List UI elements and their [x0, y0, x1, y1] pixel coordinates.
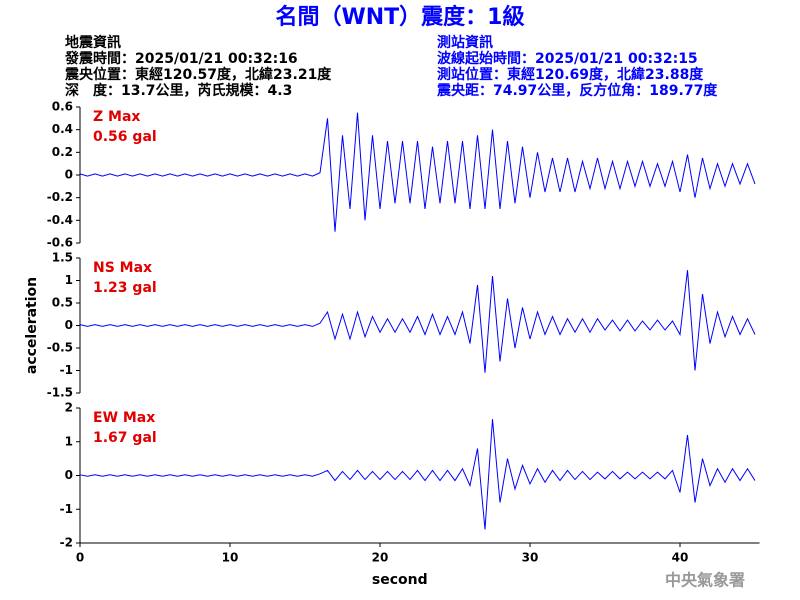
max-label: 1.23 gal — [93, 280, 157, 296]
y-tick-label: 1.5 — [52, 251, 73, 265]
chart-title: 名間（WNT）震度：1級 — [276, 4, 525, 30]
y-tick-label: -0.6 — [47, 236, 73, 250]
y-tick-label: 0.5 — [52, 296, 73, 310]
info-line: 測站位置：東經120.69度，北緯23.88度 — [437, 66, 704, 83]
y-axis-label: acceleration — [24, 277, 40, 374]
x-axis-label: second — [372, 572, 428, 588]
y-tick-label: 0.2 — [52, 145, 73, 159]
info-line: 測站資訊 — [437, 34, 493, 51]
x-tick-label: 20 — [372, 551, 389, 565]
info-line: 波線起始時間：2025/01/21 00:32:15 — [437, 50, 698, 67]
info-line: 震央距：74.97公里，反方位角：189.77度 — [436, 82, 718, 99]
max-label: Z Max — [93, 109, 140, 125]
y-tick-label: 0.6 — [52, 100, 73, 114]
y-tick-label: -0.4 — [47, 213, 73, 227]
max-label: NS Max — [93, 260, 152, 276]
y-tick-label: -2 — [60, 536, 73, 550]
info-line: 發震時間：2025/01/21 00:32:16 — [64, 50, 298, 67]
max-label: EW Max — [93, 410, 155, 426]
watermark: 中央氣象署 — [665, 571, 745, 590]
waveform — [79, 270, 756, 373]
x-tick-label: 30 — [522, 551, 539, 565]
max-label: 1.67 gal — [93, 430, 157, 446]
max-label: 0.56 gal — [93, 129, 157, 145]
y-tick-label: -0.5 — [47, 341, 73, 355]
x-tick-label: 40 — [672, 551, 689, 565]
x-tick-label: 0 — [76, 551, 84, 565]
info-line: 深 度：13.7公里，芮氏規模：4.3 — [65, 82, 292, 99]
y-tick-label: 0 — [65, 168, 73, 182]
y-tick-label: 0.4 — [52, 122, 73, 136]
x-tick-label: 10 — [222, 551, 239, 565]
waveform — [79, 419, 756, 530]
y-tick-label: 0 — [65, 468, 73, 482]
y-tick-label: 2 — [65, 401, 73, 415]
y-tick-label: 0 — [65, 318, 73, 332]
y-tick-label: -1 — [60, 502, 73, 516]
info-line: 地震資訊 — [65, 34, 121, 51]
y-tick-label: 1 — [65, 273, 73, 287]
y-tick-label: 1 — [65, 434, 73, 448]
info-line: 震央位置：東經120.57度，北緯23.21度 — [64, 66, 332, 83]
waveform — [79, 112, 756, 232]
y-tick-label: -1.5 — [47, 386, 73, 400]
y-tick-label: -0.2 — [47, 190, 73, 204]
y-tick-label: -1 — [60, 363, 73, 377]
